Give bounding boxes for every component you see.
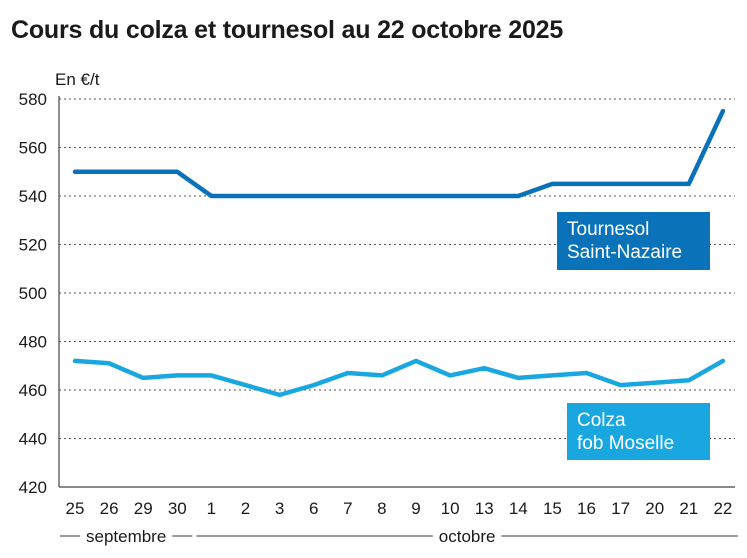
legend-colza-line-1: Colza bbox=[577, 410, 626, 431]
series-lines bbox=[72, 108, 726, 398]
x-tick-label: 26 bbox=[100, 499, 119, 518]
x-tick-label: 30 bbox=[168, 499, 187, 518]
x-tick-label: 16 bbox=[577, 499, 596, 518]
x-tick-label: 2 bbox=[241, 499, 250, 518]
x-tick-label: 29 bbox=[134, 499, 153, 518]
series-line-1 bbox=[72, 358, 726, 398]
axes bbox=[58, 96, 735, 488]
x-tick-label: 13 bbox=[475, 499, 494, 518]
x-tick-label: 1 bbox=[207, 499, 216, 518]
x-tick-label: 9 bbox=[411, 499, 420, 518]
x-axis-tick-labels: 25 26 29 30 1 2 3 6 7 8 9 10 13 14 15 16 17 20 21 22 bbox=[66, 499, 733, 518]
month-label-1: octobre bbox=[439, 527, 496, 546]
y-tick-label: 420 bbox=[19, 478, 47, 497]
y-tick-label: 500 bbox=[19, 284, 47, 303]
x-tick-label: 14 bbox=[509, 499, 528, 518]
x-tick-label: 7 bbox=[343, 499, 352, 518]
x-tick-label: 17 bbox=[611, 499, 630, 518]
legend-tournesol-line-2: Saint-Nazaire bbox=[567, 242, 683, 263]
x-tick-label: 25 bbox=[66, 499, 85, 518]
y-tick-label: 540 bbox=[19, 187, 47, 206]
x-tick-label: 22 bbox=[713, 499, 732, 518]
y-tick-label: 560 bbox=[19, 139, 47, 158]
series-line-0 bbox=[72, 108, 726, 199]
legend-colza-line-2: fob Moselle bbox=[577, 433, 675, 454]
y-axis-tick-labels: 420 440 460 480 500 520 540 560 580 bbox=[19, 90, 47, 497]
y-tick-label: 440 bbox=[19, 430, 47, 449]
chart-title: Cours du colza et tournesol au 22 octobr… bbox=[11, 16, 564, 44]
x-tick-label: 21 bbox=[679, 499, 698, 518]
x-tick-label: 10 bbox=[441, 499, 460, 518]
y-tick-label: 520 bbox=[19, 236, 47, 255]
y-tick-label: 460 bbox=[19, 381, 47, 400]
x-axis-month-labels: septembre octobre bbox=[60, 527, 738, 546]
y-tick-label: 480 bbox=[19, 333, 47, 352]
x-tick-label: 15 bbox=[543, 499, 562, 518]
legend-tournesol: Tournesol Saint-Nazaire bbox=[557, 212, 710, 270]
y-axis-unit-label: En €/t bbox=[55, 70, 100, 89]
y-tick-label: 580 bbox=[19, 90, 47, 109]
legend-colza: Colza fob Moselle bbox=[567, 403, 710, 460]
x-tick-label: 8 bbox=[377, 499, 386, 518]
x-tick-label: 3 bbox=[275, 499, 284, 518]
legend-tournesol-line-1: Tournesol bbox=[567, 219, 650, 240]
x-tick-label: 20 bbox=[645, 499, 664, 518]
month-label-0: septembre bbox=[86, 527, 166, 546]
x-tick-label: 6 bbox=[309, 499, 318, 518]
